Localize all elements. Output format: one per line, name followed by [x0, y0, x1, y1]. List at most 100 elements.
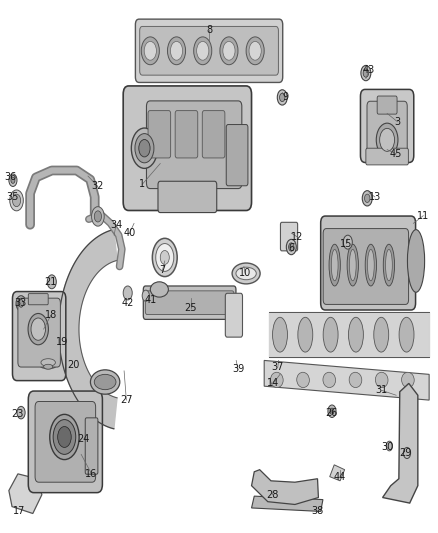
FancyBboxPatch shape	[366, 148, 408, 165]
Polygon shape	[59, 230, 117, 429]
Ellipse shape	[94, 374, 116, 390]
Polygon shape	[330, 465, 345, 481]
Ellipse shape	[272, 317, 287, 352]
Text: 6: 6	[288, 243, 294, 253]
Ellipse shape	[223, 42, 235, 60]
Ellipse shape	[298, 317, 313, 352]
Ellipse shape	[156, 244, 174, 271]
Text: 34: 34	[110, 220, 122, 230]
Polygon shape	[251, 470, 318, 504]
Text: 20: 20	[67, 360, 80, 370]
Ellipse shape	[197, 42, 209, 60]
Polygon shape	[251, 496, 323, 512]
Text: 17: 17	[13, 506, 25, 516]
Text: 19: 19	[56, 337, 68, 346]
Ellipse shape	[375, 372, 388, 387]
Text: 27: 27	[120, 395, 133, 405]
Text: 44: 44	[334, 472, 346, 482]
FancyBboxPatch shape	[146, 101, 242, 189]
Ellipse shape	[407, 230, 424, 292]
Ellipse shape	[271, 372, 283, 387]
Ellipse shape	[47, 275, 57, 289]
Ellipse shape	[349, 317, 364, 352]
FancyBboxPatch shape	[28, 294, 48, 305]
Ellipse shape	[279, 93, 285, 102]
Ellipse shape	[194, 37, 212, 64]
Ellipse shape	[330, 408, 334, 414]
Text: 25: 25	[185, 303, 197, 313]
Ellipse shape	[139, 140, 150, 157]
FancyBboxPatch shape	[202, 111, 225, 158]
Ellipse shape	[331, 249, 338, 281]
Ellipse shape	[50, 414, 79, 459]
FancyBboxPatch shape	[12, 292, 66, 381]
Ellipse shape	[289, 243, 294, 251]
Ellipse shape	[31, 318, 46, 340]
Ellipse shape	[123, 286, 132, 300]
Text: 38: 38	[311, 506, 324, 516]
FancyBboxPatch shape	[35, 401, 95, 482]
Ellipse shape	[144, 42, 156, 60]
Text: 45: 45	[390, 149, 403, 159]
Text: 18: 18	[45, 310, 57, 320]
Text: 3: 3	[395, 117, 401, 127]
Text: 32: 32	[92, 181, 104, 191]
Text: 29: 29	[399, 448, 411, 458]
Ellipse shape	[160, 251, 170, 264]
Text: 31: 31	[375, 385, 388, 395]
Ellipse shape	[236, 267, 256, 280]
Text: 1: 1	[139, 180, 145, 189]
Ellipse shape	[246, 37, 264, 64]
Ellipse shape	[402, 372, 414, 387]
Text: 37: 37	[272, 362, 284, 373]
Text: 7: 7	[159, 265, 166, 275]
Text: 21: 21	[45, 277, 57, 287]
Ellipse shape	[94, 211, 102, 222]
FancyBboxPatch shape	[377, 96, 397, 114]
Ellipse shape	[363, 69, 369, 77]
Text: 12: 12	[290, 231, 303, 241]
Ellipse shape	[367, 249, 374, 281]
FancyBboxPatch shape	[225, 293, 243, 337]
Polygon shape	[382, 383, 418, 503]
Text: 23: 23	[12, 409, 24, 419]
Ellipse shape	[403, 447, 410, 458]
Ellipse shape	[286, 239, 296, 255]
Ellipse shape	[142, 290, 149, 301]
Ellipse shape	[277, 90, 287, 105]
Ellipse shape	[343, 235, 352, 249]
FancyBboxPatch shape	[145, 291, 234, 314]
Text: 13: 13	[369, 192, 381, 202]
Ellipse shape	[220, 37, 238, 64]
Polygon shape	[264, 360, 429, 400]
Ellipse shape	[92, 207, 104, 226]
Ellipse shape	[167, 37, 186, 64]
Text: 36: 36	[4, 173, 16, 182]
Ellipse shape	[90, 370, 120, 394]
Ellipse shape	[232, 263, 260, 284]
Text: 11: 11	[417, 211, 429, 221]
FancyBboxPatch shape	[28, 391, 102, 492]
FancyBboxPatch shape	[123, 86, 251, 211]
Text: 14: 14	[267, 378, 279, 389]
Text: 16: 16	[85, 469, 98, 479]
Text: 8: 8	[206, 25, 212, 35]
Text: 10: 10	[239, 269, 251, 278]
Ellipse shape	[10, 190, 23, 211]
Ellipse shape	[297, 372, 309, 387]
Ellipse shape	[323, 372, 336, 387]
Ellipse shape	[28, 313, 49, 345]
FancyBboxPatch shape	[321, 216, 416, 310]
Polygon shape	[9, 474, 42, 513]
Text: 9: 9	[283, 92, 289, 102]
Text: 24: 24	[77, 434, 90, 444]
FancyBboxPatch shape	[18, 298, 60, 367]
Ellipse shape	[11, 177, 15, 183]
Text: 39: 39	[232, 365, 244, 375]
Ellipse shape	[365, 244, 377, 286]
Ellipse shape	[12, 194, 21, 207]
Text: 33: 33	[14, 298, 26, 308]
Ellipse shape	[170, 42, 183, 60]
Ellipse shape	[364, 194, 370, 203]
Ellipse shape	[17, 406, 25, 419]
